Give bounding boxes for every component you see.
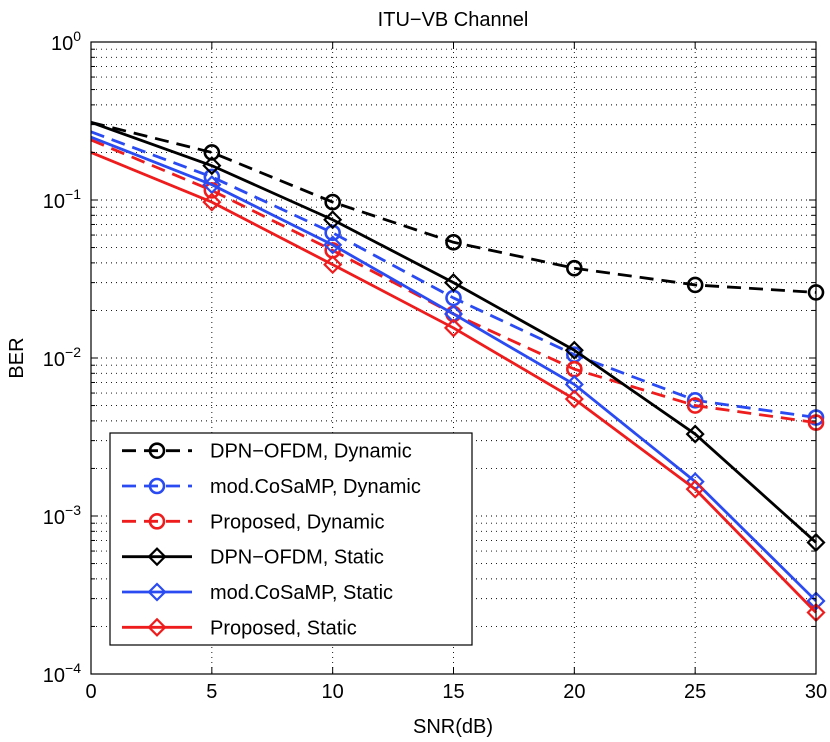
y-axis-label: BER: [6, 337, 28, 378]
series-line: [90, 121, 817, 544]
data-point: [443, 304, 464, 324]
data-point: [323, 235, 343, 255]
y-tick-label: 10−1: [43, 186, 81, 213]
data-point: [686, 397, 704, 414]
y-tick-label: 10−3: [43, 502, 81, 529]
legend-entry: mod.CoSaMP, Dynamic: [122, 476, 421, 498]
data-point: [685, 479, 705, 499]
data-point: [564, 340, 584, 360]
x-tick-label: 5: [206, 681, 217, 703]
x-tick-label: 15: [442, 681, 464, 703]
y-tick-label-base: 10: [43, 507, 65, 529]
legend-box: [109, 432, 473, 646]
legend-entries: DPN−OFDM, Dynamic mod.CoSaMP, Dynamic Prop…: [122, 441, 421, 639]
data-point: [564, 389, 584, 409]
series-line: [90, 130, 817, 419]
legend-marker: [148, 442, 166, 459]
y-tick-label-exponent: −4: [65, 660, 81, 676]
legend-entry: DPN−OFDM, Static: [122, 547, 384, 569]
y-tick-label-exponent: −3: [65, 502, 81, 518]
x-tick-label: 30: [805, 681, 827, 703]
data-point: [323, 210, 343, 230]
chart-title: ITU−VB Channel: [378, 9, 529, 31]
data-point: [324, 224, 341, 242]
y-tick-label-exponent: −1: [65, 186, 81, 202]
y-tick-label-base: 10: [43, 349, 65, 371]
y-tick-label-base: 10: [43, 665, 65, 687]
data-point: [566, 259, 583, 277]
legend-label: DPN−OFDM, Dynamic: [210, 441, 412, 463]
legend-marker: [148, 477, 166, 495]
data-point: [203, 144, 221, 161]
data-point: [443, 318, 464, 338]
legend-marker: [147, 582, 167, 602]
data-point: [202, 192, 222, 212]
legend-entry: Proposed, Static: [122, 617, 357, 639]
data-point: [686, 391, 704, 409]
legend-marker: [147, 547, 167, 567]
legend-entry: mod.CoSaMP, Static: [122, 582, 393, 604]
legend-entry: Proposed, Dynamic: [122, 511, 385, 533]
series-line: [90, 151, 818, 614]
x-tick-label: 20: [563, 681, 585, 703]
y-tick-label: 10−2: [43, 344, 81, 371]
y-tick-label-exponent: −2: [65, 344, 81, 360]
x-tick-label: 10: [322, 681, 344, 703]
data-point: [324, 193, 341, 211]
x-tick-labels: 0 5 10 15 20 25 30: [85, 681, 827, 703]
legend-label: DPN−OFDM, Static: [210, 547, 384, 569]
legend-label: mod.CoSaMP, Dynamic: [210, 476, 421, 498]
x-axis-label: SNR(dB): [413, 716, 493, 738]
data-point: [202, 156, 222, 176]
legend-marker: [148, 513, 166, 530]
legend-entry: DPN−OFDM, Dynamic: [122, 441, 412, 463]
data-point: [685, 424, 705, 444]
data-point: [686, 276, 704, 294]
series-layer: [90, 121, 826, 623]
data-point: [323, 255, 343, 275]
y-tick-label-base: 10: [51, 33, 73, 55]
legend-label: Proposed, Dynamic: [210, 511, 385, 533]
axis-ticks: [90, 42, 817, 674]
data-point: [445, 233, 462, 251]
x-tick-label: 25: [684, 681, 706, 703]
y-tick-label-exponent: 0: [73, 28, 81, 44]
series-line: [90, 121, 817, 294]
series-6: [90, 151, 826, 623]
legend-label: Proposed, Static: [210, 617, 357, 639]
y-tick-label: 100: [51, 28, 81, 55]
data-point: [443, 273, 464, 293]
legend-marker: [147, 617, 167, 637]
grid: [91, 42, 816, 674]
legend-label: mod.CoSaMP, Static: [210, 582, 393, 604]
y-tick-label: 10−4: [43, 660, 81, 687]
legend: DPN−OFDM, Dynamic mod.CoSaMP, Dynamic Prop…: [109, 432, 473, 646]
y-tick-label-base: 10: [43, 191, 65, 213]
x-tick-label: 0: [85, 681, 96, 703]
